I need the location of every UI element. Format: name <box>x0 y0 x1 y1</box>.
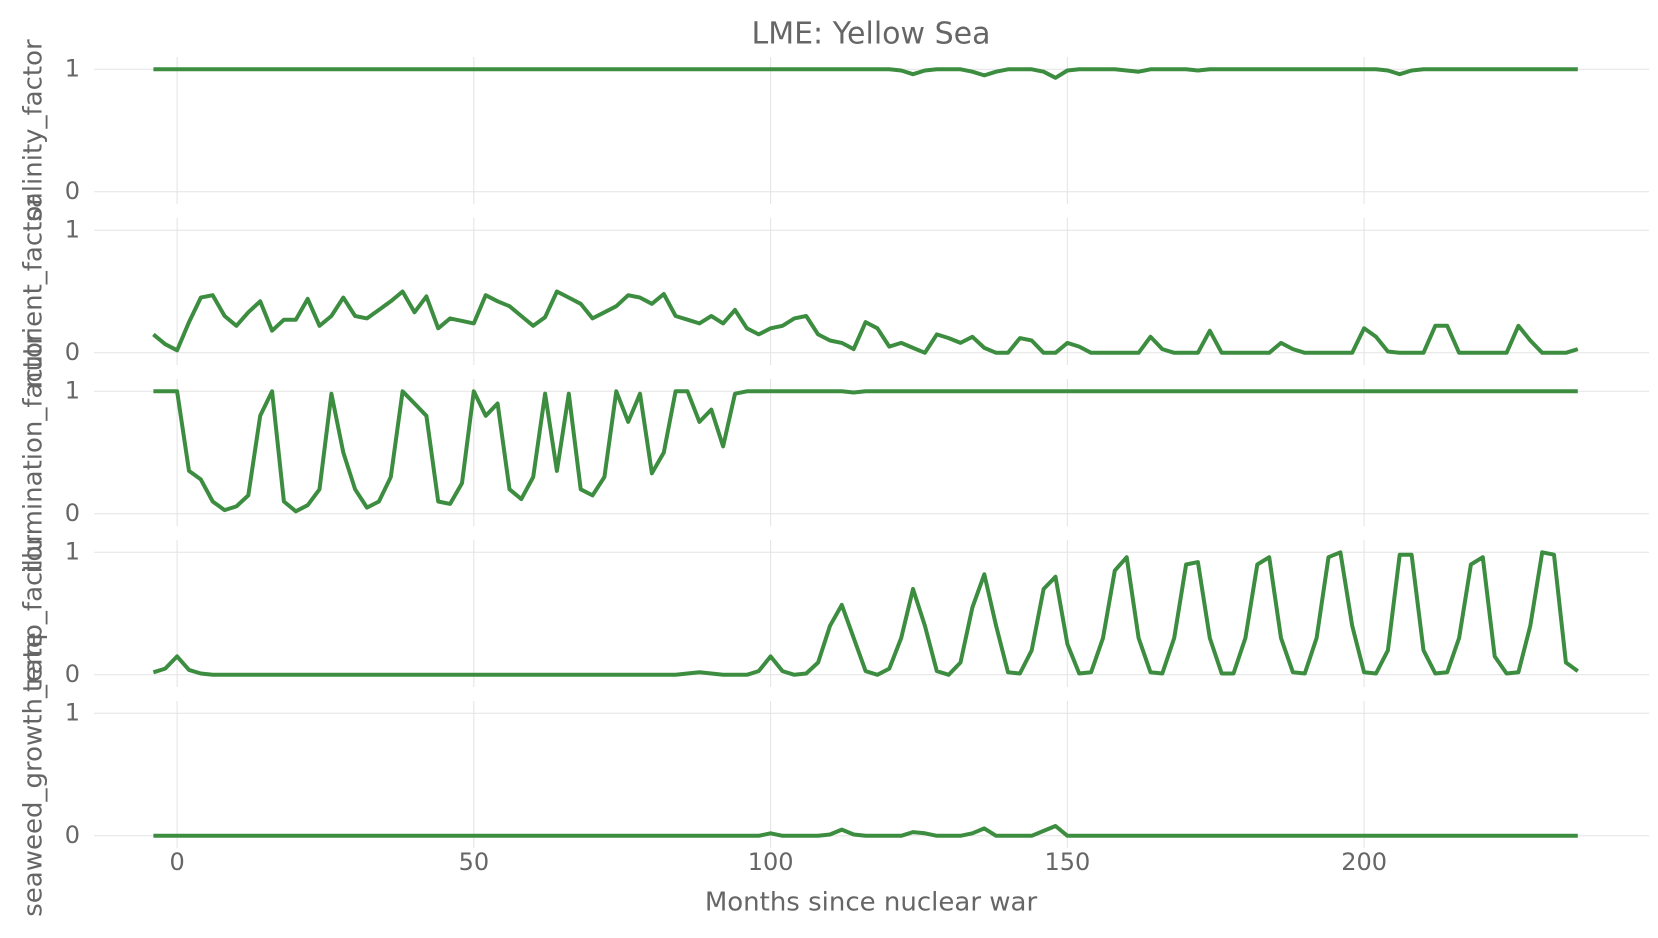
data-line <box>152 289 1579 355</box>
y-axis-label: salinity_factor <box>19 39 49 222</box>
data-line <box>152 550 1579 677</box>
y-tick-label: 0 <box>65 177 80 205</box>
x-tick-label: 100 <box>748 848 794 876</box>
y-axis-label: temp_factor <box>19 535 49 693</box>
x-tick-label: 200 <box>1341 848 1387 876</box>
y-tick-label: 0 <box>65 660 80 688</box>
x-axis-label: Months since nuclear war <box>705 888 1038 918</box>
y-tick-label: 0 <box>65 499 80 527</box>
data-line <box>153 67 1578 80</box>
y-tick-label: 1 <box>65 537 80 565</box>
x-tick-label: 50 <box>459 848 490 876</box>
y-tick-label: 1 <box>65 376 80 404</box>
x-tick-label: 150 <box>1044 848 1090 876</box>
y-axis-label: nutrient_factor <box>19 195 49 388</box>
y-axis-label: illumination_factor <box>19 331 49 573</box>
data-line <box>153 824 1578 838</box>
x-tick-label: 0 <box>169 848 184 876</box>
y-tick-label: 1 <box>65 215 80 243</box>
y-tick-label: 1 <box>65 698 80 726</box>
y-tick-label: 0 <box>65 821 80 849</box>
y-tick-label: 1 <box>65 54 80 82</box>
chart-title: LME: Yellow Sea <box>752 17 991 52</box>
data-line <box>153 389 1578 514</box>
y-axis-label: seaweed_growth_rate <box>19 632 49 917</box>
y-tick-label: 0 <box>65 338 80 366</box>
